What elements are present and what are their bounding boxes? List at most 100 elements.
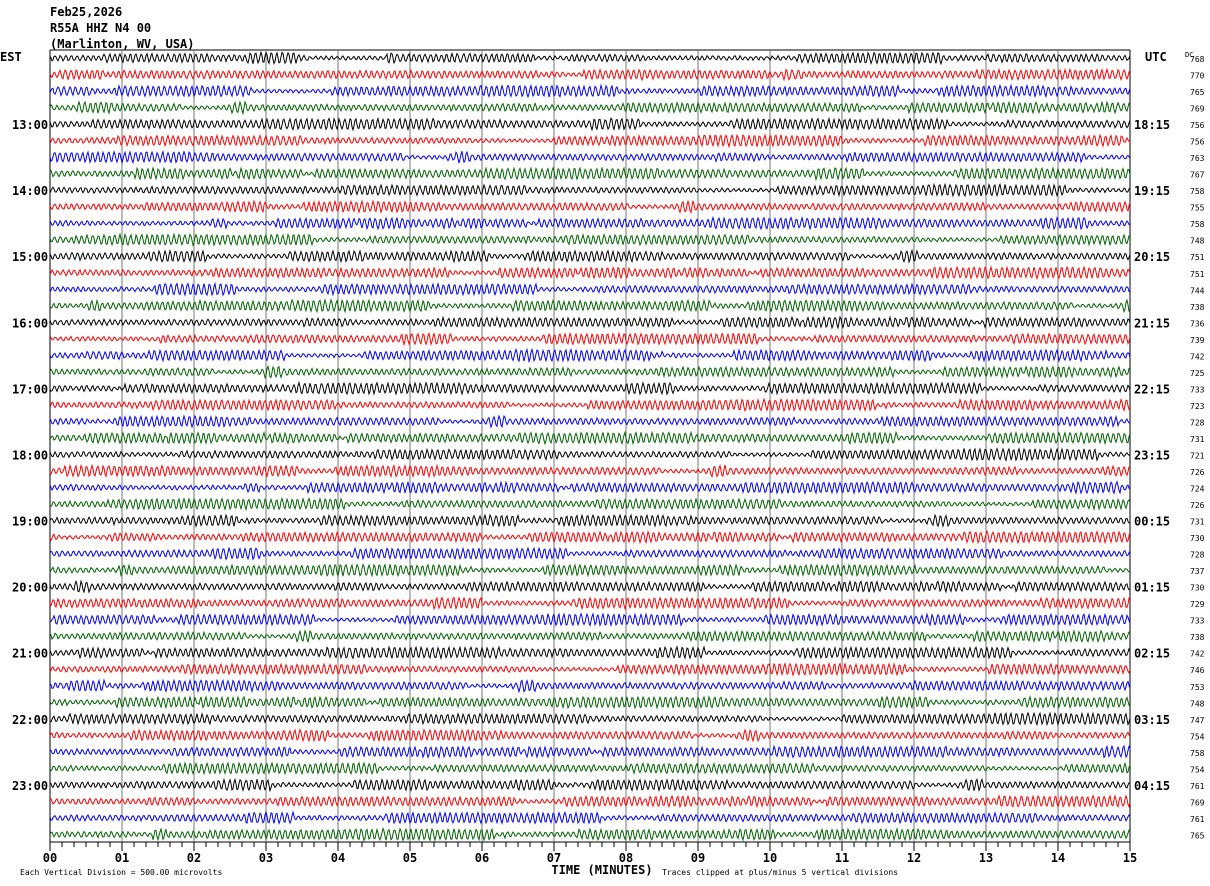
dc-value: 746: [1190, 666, 1205, 675]
seismic-trace: [49, 563, 1131, 578]
dc-value: 742: [1190, 650, 1205, 659]
dc-value: 728: [1190, 551, 1205, 560]
dc-value: 769: [1190, 798, 1205, 807]
dc-value: 738: [1190, 633, 1205, 642]
utc-hour-label: 02:15: [1134, 647, 1170, 661]
dc-label: DC: [1185, 51, 1193, 59]
seismic-trace: [49, 50, 1131, 66]
x-tick-label: 06: [475, 851, 489, 865]
x-tick-label: 00: [43, 851, 57, 865]
est-hour-label: 14:00: [12, 184, 48, 198]
seismic-trace: [49, 347, 1131, 364]
x-tick-label: 11: [835, 851, 849, 865]
est-hour-label: 16:00: [12, 316, 48, 330]
seismic-trace: [49, 215, 1131, 231]
est-axis-label: EST: [0, 50, 22, 64]
utc-hour-label: 00:15: [1134, 515, 1170, 529]
date-label: Feb25,2026: [50, 5, 123, 19]
est-hour-label: 19:00: [12, 515, 48, 529]
dc-value: 767: [1190, 171, 1205, 180]
seismic-trace: [49, 513, 1131, 529]
dc-value: 731: [1190, 518, 1205, 527]
x-tick-label: 08: [619, 851, 633, 865]
x-axis-title: TIME (MINUTES): [551, 863, 652, 877]
dc-value: 731: [1190, 435, 1205, 444]
seismic-trace: [49, 579, 1131, 594]
seismic-trace: [49, 694, 1131, 710]
x-tick-label: 03: [259, 851, 273, 865]
dc-value: 765: [1190, 88, 1205, 97]
seismic-trace: [49, 612, 1131, 628]
dc-value: 755: [1190, 204, 1205, 213]
seismic-trace: [49, 430, 1131, 446]
x-tick-label: 12: [907, 851, 921, 865]
est-hour-label: 13:00: [12, 118, 48, 132]
seismic-trace: [49, 645, 1131, 661]
x-tick-label: 07: [547, 851, 561, 865]
station-label: R55A HHZ N4 00: [50, 21, 152, 35]
dc-value: 742: [1190, 352, 1205, 361]
utc-hour-label: 22:15: [1134, 382, 1170, 396]
x-tick-label: 04: [331, 851, 345, 865]
seismic-trace: [49, 67, 1131, 82]
dc-value: 733: [1190, 617, 1205, 626]
est-hour-label: 21:00: [12, 647, 48, 661]
utc-hour-label: 18:15: [1134, 118, 1170, 132]
x-tick-label: 05: [403, 851, 417, 865]
dc-value: 725: [1190, 369, 1205, 378]
seismic-trace: [49, 744, 1131, 759]
est-hour-label: 23:00: [12, 779, 48, 793]
dc-value: 756: [1190, 138, 1205, 147]
clip-note: Traces clipped at plus/minus 5 vertical …: [662, 868, 898, 877]
dc-value: 753: [1190, 683, 1205, 692]
dc-value: 739: [1190, 336, 1205, 345]
utc-hour-label: 04:15: [1134, 779, 1170, 793]
dc-value: 754: [1190, 765, 1205, 774]
dc-value: 736: [1190, 319, 1205, 328]
dc-value: 726: [1190, 501, 1205, 510]
seismic-trace: [49, 480, 1131, 495]
scale-note: Each Vertical Division = 500.00 microvol…: [20, 868, 222, 877]
seismic-trace: [49, 380, 1131, 396]
seismic-trace: [49, 281, 1131, 297]
dc-value: 761: [1190, 815, 1205, 824]
seismic-trace: [49, 364, 1131, 379]
x-tick-label: 02: [187, 851, 201, 865]
utc-hour-label: 03:15: [1134, 713, 1170, 727]
seismic-trace: [49, 248, 1131, 264]
seismic-trace: [49, 397, 1131, 413]
seismic-trace: [49, 711, 1131, 727]
dc-value: 724: [1190, 485, 1205, 494]
dc-value: 758: [1190, 220, 1205, 229]
x-tick-label: 09: [691, 851, 705, 865]
seismic-trace: [49, 629, 1131, 644]
seismic-trace: [49, 777, 1131, 793]
utc-hour-label: 21:15: [1134, 316, 1170, 330]
seismic-trace: [49, 331, 1131, 347]
dc-value: 765: [1190, 831, 1205, 840]
dc-value: 747: [1190, 716, 1205, 725]
dc-value: 751: [1190, 270, 1205, 279]
seismic-trace: [49, 116, 1131, 132]
dc-value: 738: [1190, 303, 1205, 312]
location-label: (Marlinton, WV, USA): [50, 37, 195, 51]
seismic-trace: [49, 678, 1131, 694]
seismic-trace: [49, 728, 1131, 743]
est-hour-label: 18:00: [12, 448, 48, 462]
seismic-trace: [49, 83, 1131, 99]
utc-hour-label: 20:15: [1134, 250, 1170, 264]
seismic-trace: [49, 150, 1131, 165]
seismic-trace: [49, 447, 1131, 462]
seismic-trace: [49, 265, 1131, 281]
est-hour-label: 22:00: [12, 713, 48, 727]
dc-value: 763: [1190, 154, 1205, 163]
seismic-trace: [49, 315, 1131, 330]
x-tick-label: 15: [1123, 851, 1137, 865]
dc-value: 733: [1190, 385, 1205, 394]
seismic-trace: [49, 414, 1131, 429]
seismic-trace: [49, 546, 1131, 561]
dc-value: 769: [1190, 105, 1205, 114]
est-hour-label: 17:00: [12, 382, 48, 396]
dc-value: 729: [1190, 600, 1205, 609]
